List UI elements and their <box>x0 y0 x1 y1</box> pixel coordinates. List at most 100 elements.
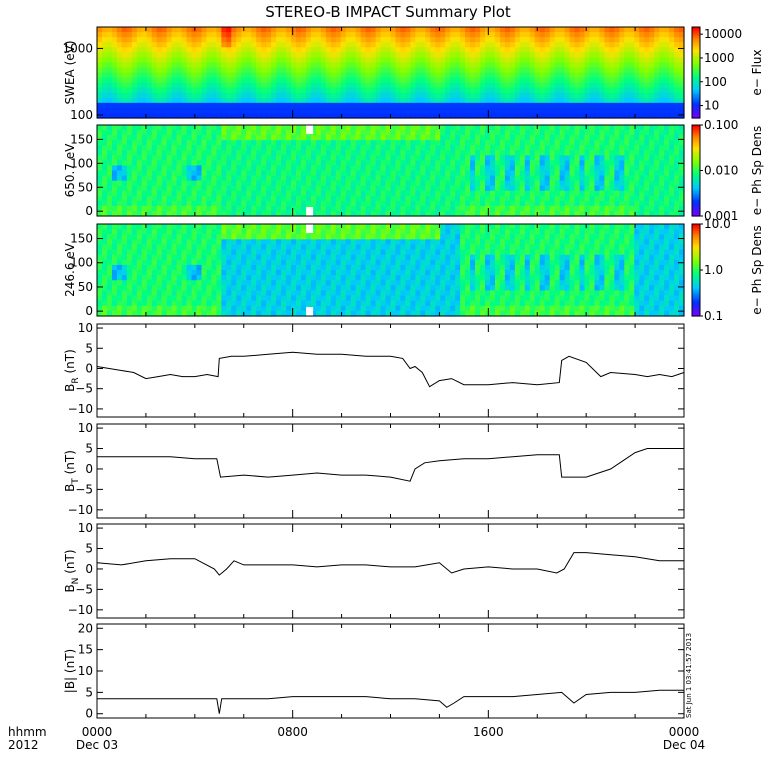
spectrogram-cell <box>565 108 571 114</box>
spectrogram-cell <box>211 67 217 73</box>
spectrogram-cell <box>331 201 337 207</box>
spectrogram-cell <box>172 130 178 136</box>
spectrogram-cell <box>351 206 357 212</box>
spectrogram-cell <box>455 32 461 38</box>
spectrogram-cell <box>346 73 352 79</box>
spectrogram-cell <box>460 42 466 48</box>
spectrogram-cell <box>147 83 153 89</box>
spectrogram-cell <box>560 88 566 94</box>
spectrogram-cell <box>122 88 128 94</box>
spectrogram-cell <box>485 62 491 68</box>
spectrogram-cell <box>206 145 212 151</box>
spectrogram-cell <box>585 83 591 89</box>
spectrogram-cell <box>137 160 143 166</box>
spectrogram-cell <box>326 73 332 79</box>
spectrogram-cell <box>246 234 252 240</box>
spectrogram-cell <box>221 78 227 84</box>
spectrogram-cell <box>301 176 307 182</box>
spectrogram-cell <box>470 67 476 73</box>
spectrogram-cell <box>674 103 680 109</box>
spectrogram-cell <box>629 27 635 33</box>
spectrogram-cell <box>157 165 163 171</box>
spectrogram-cell <box>500 206 506 212</box>
spectrogram-cell <box>480 78 486 84</box>
spectrogram-cell <box>565 160 571 166</box>
spectrogram-cell <box>376 93 382 99</box>
spectrogram-cell <box>520 47 526 53</box>
spectrogram-cell <box>604 103 610 109</box>
spectrogram-cell <box>286 93 292 99</box>
spectrogram-cell <box>580 47 586 53</box>
spectrogram-cell <box>281 125 287 131</box>
spectrogram-cell <box>187 32 193 38</box>
spectrogram-cell <box>241 67 247 73</box>
spectrogram-cell <box>530 62 536 68</box>
spectrogram-cell <box>167 201 173 207</box>
spectrogram-cell <box>147 160 153 166</box>
spectrogram-cell <box>271 47 277 53</box>
spectrogram-cell <box>97 125 103 131</box>
spectrogram-cell <box>167 155 173 161</box>
spectrogram-cell <box>371 108 377 114</box>
spectrogram-cell <box>535 160 541 166</box>
spectrogram-cell <box>236 57 242 63</box>
spectrogram-cell <box>366 155 372 161</box>
spectrogram-cell <box>117 234 123 240</box>
spectrogram-cell <box>589 57 595 63</box>
spectrogram-cell <box>97 250 103 256</box>
spectrogram-cell <box>654 145 660 151</box>
spectrogram-cell <box>425 37 431 43</box>
spectrogram-cell <box>241 108 247 114</box>
spectrogram-cell <box>216 108 222 114</box>
spectrogram-cell <box>316 78 322 84</box>
spectrogram-cell <box>231 83 237 89</box>
spectrogram-cell <box>525 135 531 141</box>
spectrogram-cell <box>420 98 426 104</box>
spectrogram-cell <box>321 88 327 94</box>
spectrogram-cell <box>480 32 486 38</box>
spectrogram-cell <box>639 145 645 151</box>
spectrogram-cell <box>555 108 561 114</box>
spectrogram-cell <box>201 47 207 53</box>
spectrogram-cell <box>565 135 571 141</box>
spectrogram-cell <box>321 47 327 53</box>
spectrogram-cell <box>405 196 411 202</box>
spectrogram-cell <box>575 181 581 187</box>
spectrogram-cell <box>475 125 481 131</box>
spectrogram-cell <box>505 196 511 202</box>
spectrogram-cell <box>152 255 158 261</box>
spectrogram-cell <box>669 42 675 48</box>
spectrogram-cell <box>251 160 257 166</box>
spectrogram-cell <box>545 130 551 136</box>
spectrogram-cell <box>410 165 416 171</box>
spectrogram-cell <box>311 27 317 33</box>
spectrogram-cell <box>216 103 222 109</box>
spectrogram-cell <box>649 165 655 171</box>
spectrogram-cell <box>629 160 635 166</box>
spectrogram-cell <box>555 125 561 131</box>
spectrogram-cell <box>430 130 436 136</box>
spectrogram-cell <box>346 67 352 73</box>
spectrogram-cell <box>236 186 242 192</box>
spectrogram-cell <box>395 130 401 136</box>
spectrogram-cell <box>669 201 675 207</box>
spectrogram-cell <box>296 181 302 187</box>
spectrogram-cell <box>142 201 148 207</box>
spectrogram-cell <box>386 181 392 187</box>
spectrogram-cell <box>266 140 272 146</box>
spectrogram-cell <box>376 196 382 202</box>
spectrogram-cell <box>525 191 531 197</box>
spectrogram-cell <box>231 67 237 73</box>
spectrogram-cell <box>450 98 456 104</box>
spectrogram-cell <box>137 83 143 89</box>
spectrogram-cell <box>286 42 292 48</box>
spectrogram-cell <box>351 196 357 202</box>
spectrogram-cell <box>251 57 257 63</box>
spectrogram-cell <box>341 130 347 136</box>
spectrogram-cell <box>276 57 282 63</box>
spectrogram-cell <box>585 160 591 166</box>
spectrogram-cell <box>425 27 431 33</box>
spectrogram-cell <box>346 27 352 33</box>
spectrogram-cell <box>157 280 163 286</box>
spectrogram-cell <box>127 83 133 89</box>
